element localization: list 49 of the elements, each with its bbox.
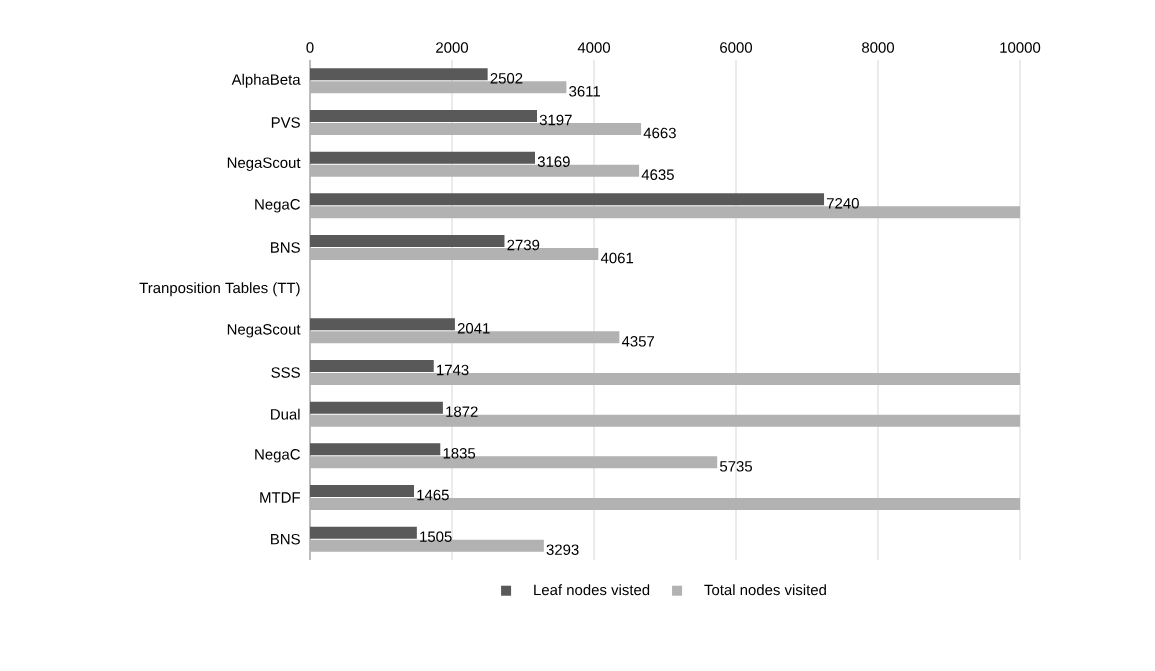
data-label: 1465: [417, 489, 449, 501]
data-label: 1872: [446, 406, 478, 417]
data-label: 7240: [827, 198, 859, 209]
y-tick-label: AlphaBeta: [231, 73, 301, 88]
data-label: 3169: [537, 156, 570, 167]
bar: [310, 151, 535, 164]
data-label: 4061: [600, 252, 634, 264]
y-tick-label: NegaC: [255, 449, 300, 463]
data-label: 5735: [719, 461, 752, 472]
data-label: 2739: [507, 239, 540, 251]
data-label: 4357: [621, 336, 655, 347]
data-label: 1505: [420, 531, 452, 542]
bar: [310, 526, 417, 539]
data-label: 3293: [546, 544, 579, 555]
x-tick-label: 6000: [720, 42, 753, 53]
data-label: 2041: [457, 323, 490, 334]
data-label: 1743: [437, 364, 469, 376]
bar: [310, 485, 415, 497]
bar: [310, 318, 455, 331]
y-tick-label: MTDF: [260, 492, 300, 503]
bar: [310, 110, 537, 122]
data-label: 4663: [643, 127, 676, 139]
y-tick-label: SSS: [271, 367, 300, 378]
legend-label: Leaf nodes visted: [534, 584, 650, 596]
x-tick-label: 10000: [1000, 42, 1041, 53]
bar: [310, 443, 441, 456]
bar: [310, 360, 434, 372]
data-label: 1835: [443, 448, 476, 459]
y-tick-label: BNS: [271, 242, 300, 253]
x-tick-label: 0: [306, 42, 314, 53]
x-tick-label: 4000: [577, 42, 611, 53]
x-tick-label: 8000: [862, 42, 895, 53]
bar: [310, 193, 825, 206]
bar: [310, 235, 505, 247]
data-label: 3197: [539, 114, 572, 126]
legend-label: Total nodes visited: [704, 584, 826, 596]
y-tick-label: Dual: [271, 408, 300, 420]
bar: [310, 401, 443, 414]
y-tick-label: BNS: [271, 533, 300, 545]
data-label: 2502: [490, 73, 523, 84]
y-tick-label: NegaScout: [227, 324, 301, 338]
data-label: 4635: [641, 169, 674, 180]
bar: [310, 68, 488, 81]
x-tick-label: 2000: [436, 42, 469, 53]
data-label: 3611: [569, 86, 600, 97]
y-tick-label: NegaScout: [227, 157, 301, 171]
y-tick-label: NegaC: [255, 199, 300, 213]
y-tick-label: PVS: [271, 117, 300, 128]
y-tick-label: Tranposition Tables (TT): [139, 282, 300, 297]
